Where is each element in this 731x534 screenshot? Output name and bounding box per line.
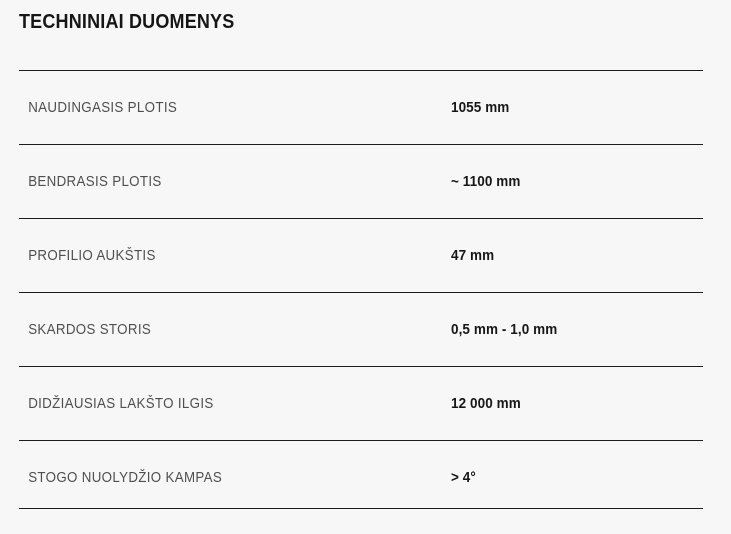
table-body: NAUDINGASIS PLOTIS 1055 mm BENDRASIS PLO… [19,70,703,514]
table-row: NAUDINGASIS PLOTIS 1055 mm [19,70,703,145]
table-row: DIDŽIAUSIAS LAKŠTO ILGIS 12 000 mm [19,366,703,441]
table-row: PROFILIO AUKŠTIS 47 mm [19,218,703,293]
spec-label-naudingasis-plotis: NAUDINGASIS PLOTIS [19,70,417,145]
table-bottom-divider [19,508,703,509]
table-row: STOGO NUOLYDŽIO KAMPAS > 4° [19,440,703,514]
spec-value-skardos-storis: 0,5 mm - 1,0 mm [451,292,686,367]
table-row: BENDRASIS PLOTIS ~ 1100 mm [19,144,703,219]
spec-value-profilio-aukstis: 47 mm [451,218,686,293]
spec-label-bendrasis-plotis: BENDRASIS PLOTIS [19,144,417,219]
spec-label-stogo-nuolydzio-kampas: STOGO NUOLYDŽIO KAMPAS [19,440,417,514]
spec-value-bendrasis-plotis: ~ 1100 mm [451,144,686,219]
technical-specs-table: NAUDINGASIS PLOTIS 1055 mm BENDRASIS PLO… [19,70,703,514]
spec-value-didziausias-laksto-ilgis: 12 000 mm [451,366,686,441]
spec-label-profilio-aukstis: PROFILIO AUKŠTIS [19,218,417,293]
spec-label-didziausias-laksto-ilgis: DIDŽIAUSIAS LAKŠTO ILGIS [19,366,417,441]
spec-label-skardos-storis: SKARDOS STORIS [19,292,417,367]
page-title: TECHNINIAI DUOMENYS [19,11,235,33]
spec-value-naudingasis-plotis: 1055 mm [451,70,686,145]
spec-value-stogo-nuolydzio-kampas: > 4° [451,440,686,514]
table-row: SKARDOS STORIS 0,5 mm - 1,0 mm [19,292,703,367]
